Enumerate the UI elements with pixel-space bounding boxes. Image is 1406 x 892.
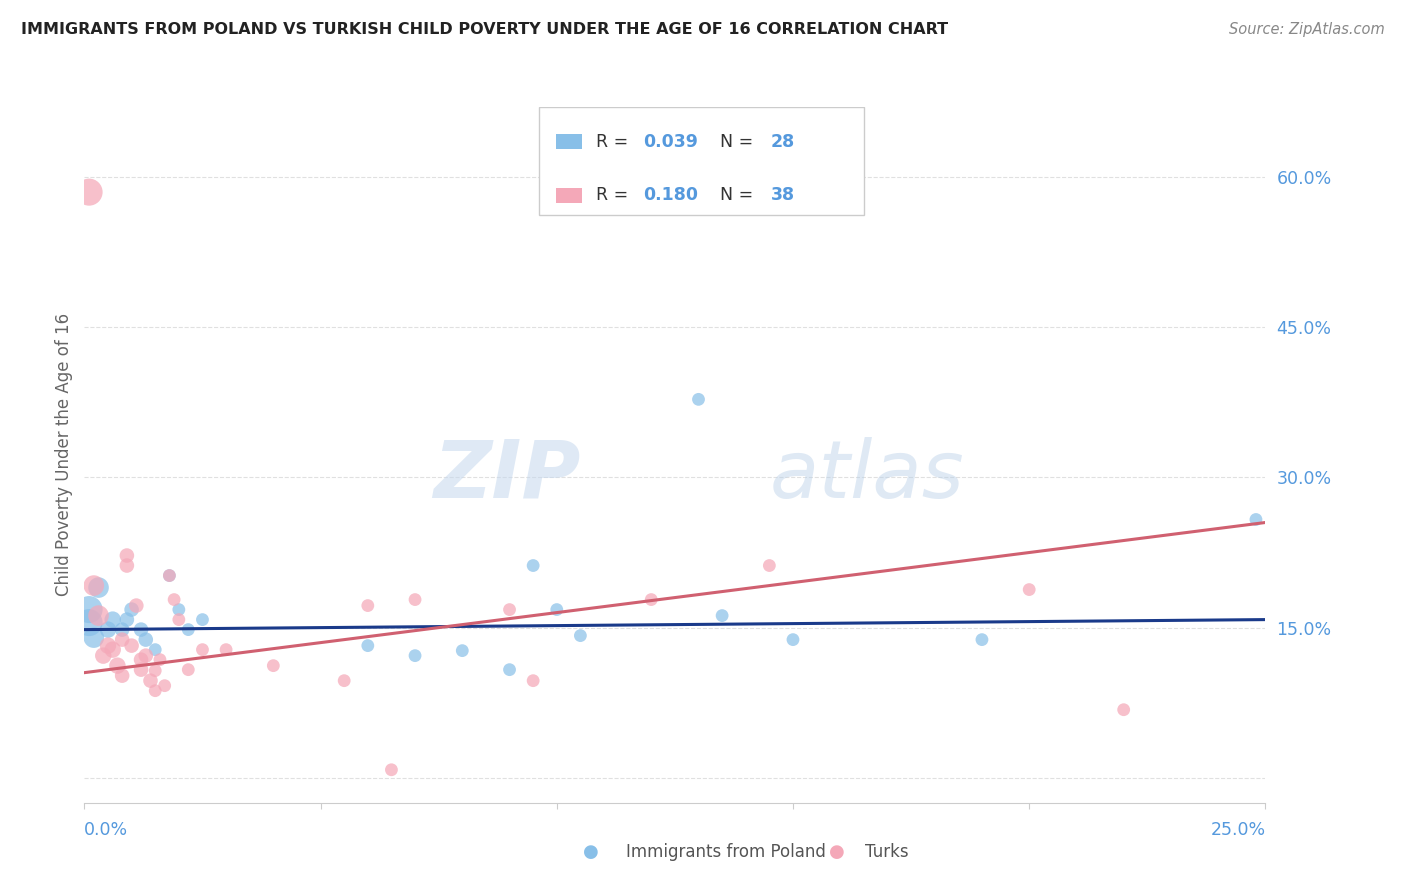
Point <box>139 673 162 688</box>
Point <box>135 648 157 663</box>
Point <box>129 663 152 677</box>
Text: ●: ● <box>582 843 599 861</box>
Point <box>167 602 190 616</box>
Point <box>121 639 143 653</box>
Point <box>77 185 100 199</box>
Point <box>404 648 426 663</box>
Point <box>111 623 134 637</box>
Point <box>177 663 200 677</box>
Text: atlas: atlas <box>769 437 965 515</box>
Point <box>143 664 166 678</box>
Text: Immigrants from Poland: Immigrants from Poland <box>626 843 825 861</box>
Text: N =: N = <box>720 186 758 204</box>
Text: ZIP: ZIP <box>433 437 581 515</box>
Text: 38: 38 <box>770 186 794 204</box>
Point <box>167 613 190 627</box>
Text: ●: ● <box>828 843 845 861</box>
Point <box>1244 512 1267 526</box>
Y-axis label: Child Poverty Under the Age of 16: Child Poverty Under the Age of 16 <box>55 313 73 597</box>
Point <box>101 613 124 627</box>
Point <box>758 558 780 573</box>
Point <box>129 653 152 667</box>
Text: 0.0%: 0.0% <box>84 821 128 838</box>
Point <box>333 673 356 688</box>
Text: R =: R = <box>596 186 634 204</box>
Point <box>77 615 100 630</box>
Point <box>91 648 114 663</box>
Point <box>711 608 734 623</box>
Point <box>115 549 138 563</box>
Point <box>111 632 134 647</box>
Text: N =: N = <box>720 133 758 151</box>
Text: 0.180: 0.180 <box>643 186 697 204</box>
Text: 0.039: 0.039 <box>643 133 697 151</box>
FancyBboxPatch shape <box>555 134 582 150</box>
FancyBboxPatch shape <box>555 187 582 203</box>
Point <box>262 658 284 673</box>
Point <box>77 602 100 616</box>
Point <box>1112 703 1135 717</box>
Point <box>107 658 129 673</box>
Point <box>569 629 592 643</box>
Point <box>143 683 166 698</box>
Point <box>163 592 186 607</box>
Text: 28: 28 <box>770 133 794 151</box>
Point <box>404 592 426 607</box>
Text: Turks: Turks <box>865 843 908 861</box>
Point <box>782 632 804 647</box>
Point <box>87 581 110 595</box>
Point <box>1018 582 1040 597</box>
Point <box>157 568 180 582</box>
Point <box>97 639 120 653</box>
Point <box>546 602 568 616</box>
Point <box>451 643 474 657</box>
Point <box>522 558 544 573</box>
Point <box>498 602 520 616</box>
Text: 25.0%: 25.0% <box>1211 821 1265 838</box>
Point <box>357 639 380 653</box>
Text: R =: R = <box>596 133 634 151</box>
Point <box>215 642 238 657</box>
Point <box>640 592 662 607</box>
Point <box>177 623 200 637</box>
Point <box>121 602 143 616</box>
Point <box>125 599 148 613</box>
Point <box>115 613 138 627</box>
Point <box>97 623 120 637</box>
Point <box>83 578 105 592</box>
Point <box>129 623 152 637</box>
Point <box>191 642 214 657</box>
Point <box>522 673 544 688</box>
Point <box>688 392 710 407</box>
Point <box>970 632 993 647</box>
Text: IMMIGRANTS FROM POLAND VS TURKISH CHILD POVERTY UNDER THE AGE OF 16 CORRELATION : IMMIGRANTS FROM POLAND VS TURKISH CHILD … <box>21 22 948 37</box>
Point <box>191 613 214 627</box>
Point <box>83 631 105 645</box>
Point <box>111 668 134 682</box>
Point <box>157 568 180 582</box>
Point <box>149 653 172 667</box>
Point <box>143 642 166 657</box>
Point <box>498 663 520 677</box>
FancyBboxPatch shape <box>538 107 863 215</box>
Point <box>357 599 380 613</box>
Point <box>380 763 402 777</box>
Point <box>153 679 176 693</box>
Point <box>87 608 110 623</box>
Point <box>115 558 138 573</box>
Point <box>135 632 157 647</box>
Point <box>101 642 124 657</box>
Text: Source: ZipAtlas.com: Source: ZipAtlas.com <box>1229 22 1385 37</box>
